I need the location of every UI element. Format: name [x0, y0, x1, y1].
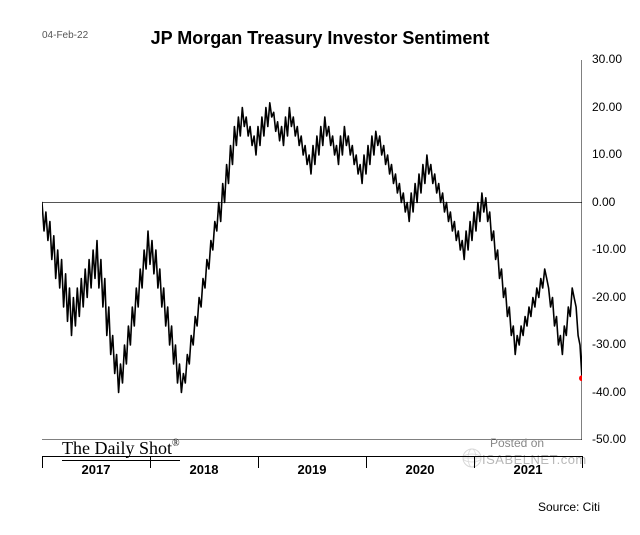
x-tick-label: 2018 [174, 462, 234, 477]
y-tick-label: 10.00 [592, 147, 640, 161]
globe-icon [462, 448, 482, 468]
y-tick-label: 20.00 [592, 100, 640, 114]
plot-svg [42, 60, 582, 440]
posted-on-label: Posted on [490, 436, 544, 450]
x-tick-label: 2017 [66, 462, 126, 477]
y-tick-label: 0.00 [592, 195, 640, 209]
x-tick [150, 456, 151, 468]
attribution-text: The Daily Shot [62, 438, 172, 458]
y-tick-label: -40.00 [592, 385, 640, 399]
source-label: Source: Citi [538, 500, 600, 514]
x-axis-lower-rule [42, 456, 582, 457]
y-tick-label: -10.00 [592, 242, 640, 256]
x-tick-label: 2020 [390, 462, 450, 477]
x-tick [582, 456, 583, 468]
x-tick-label: 2019 [282, 462, 342, 477]
x-tick [42, 456, 43, 468]
y-tick-label: -50.00 [592, 432, 640, 446]
x-tick-label: 2021 [498, 462, 558, 477]
attribution-label: The Daily Shot® [62, 438, 180, 461]
y-tick-label: -30.00 [592, 337, 640, 351]
x-tick [258, 456, 259, 468]
chart-container: 04-Feb-22 JP Morgan Treasury Investor Se… [0, 0, 640, 535]
chart-title: JP Morgan Treasury Investor Sentiment [0, 28, 640, 49]
y-tick-label: -20.00 [592, 290, 640, 304]
x-tick [474, 456, 475, 468]
x-tick [366, 456, 367, 468]
y-tick-label: 30.00 [592, 52, 640, 66]
registered-icon: ® [172, 438, 180, 449]
